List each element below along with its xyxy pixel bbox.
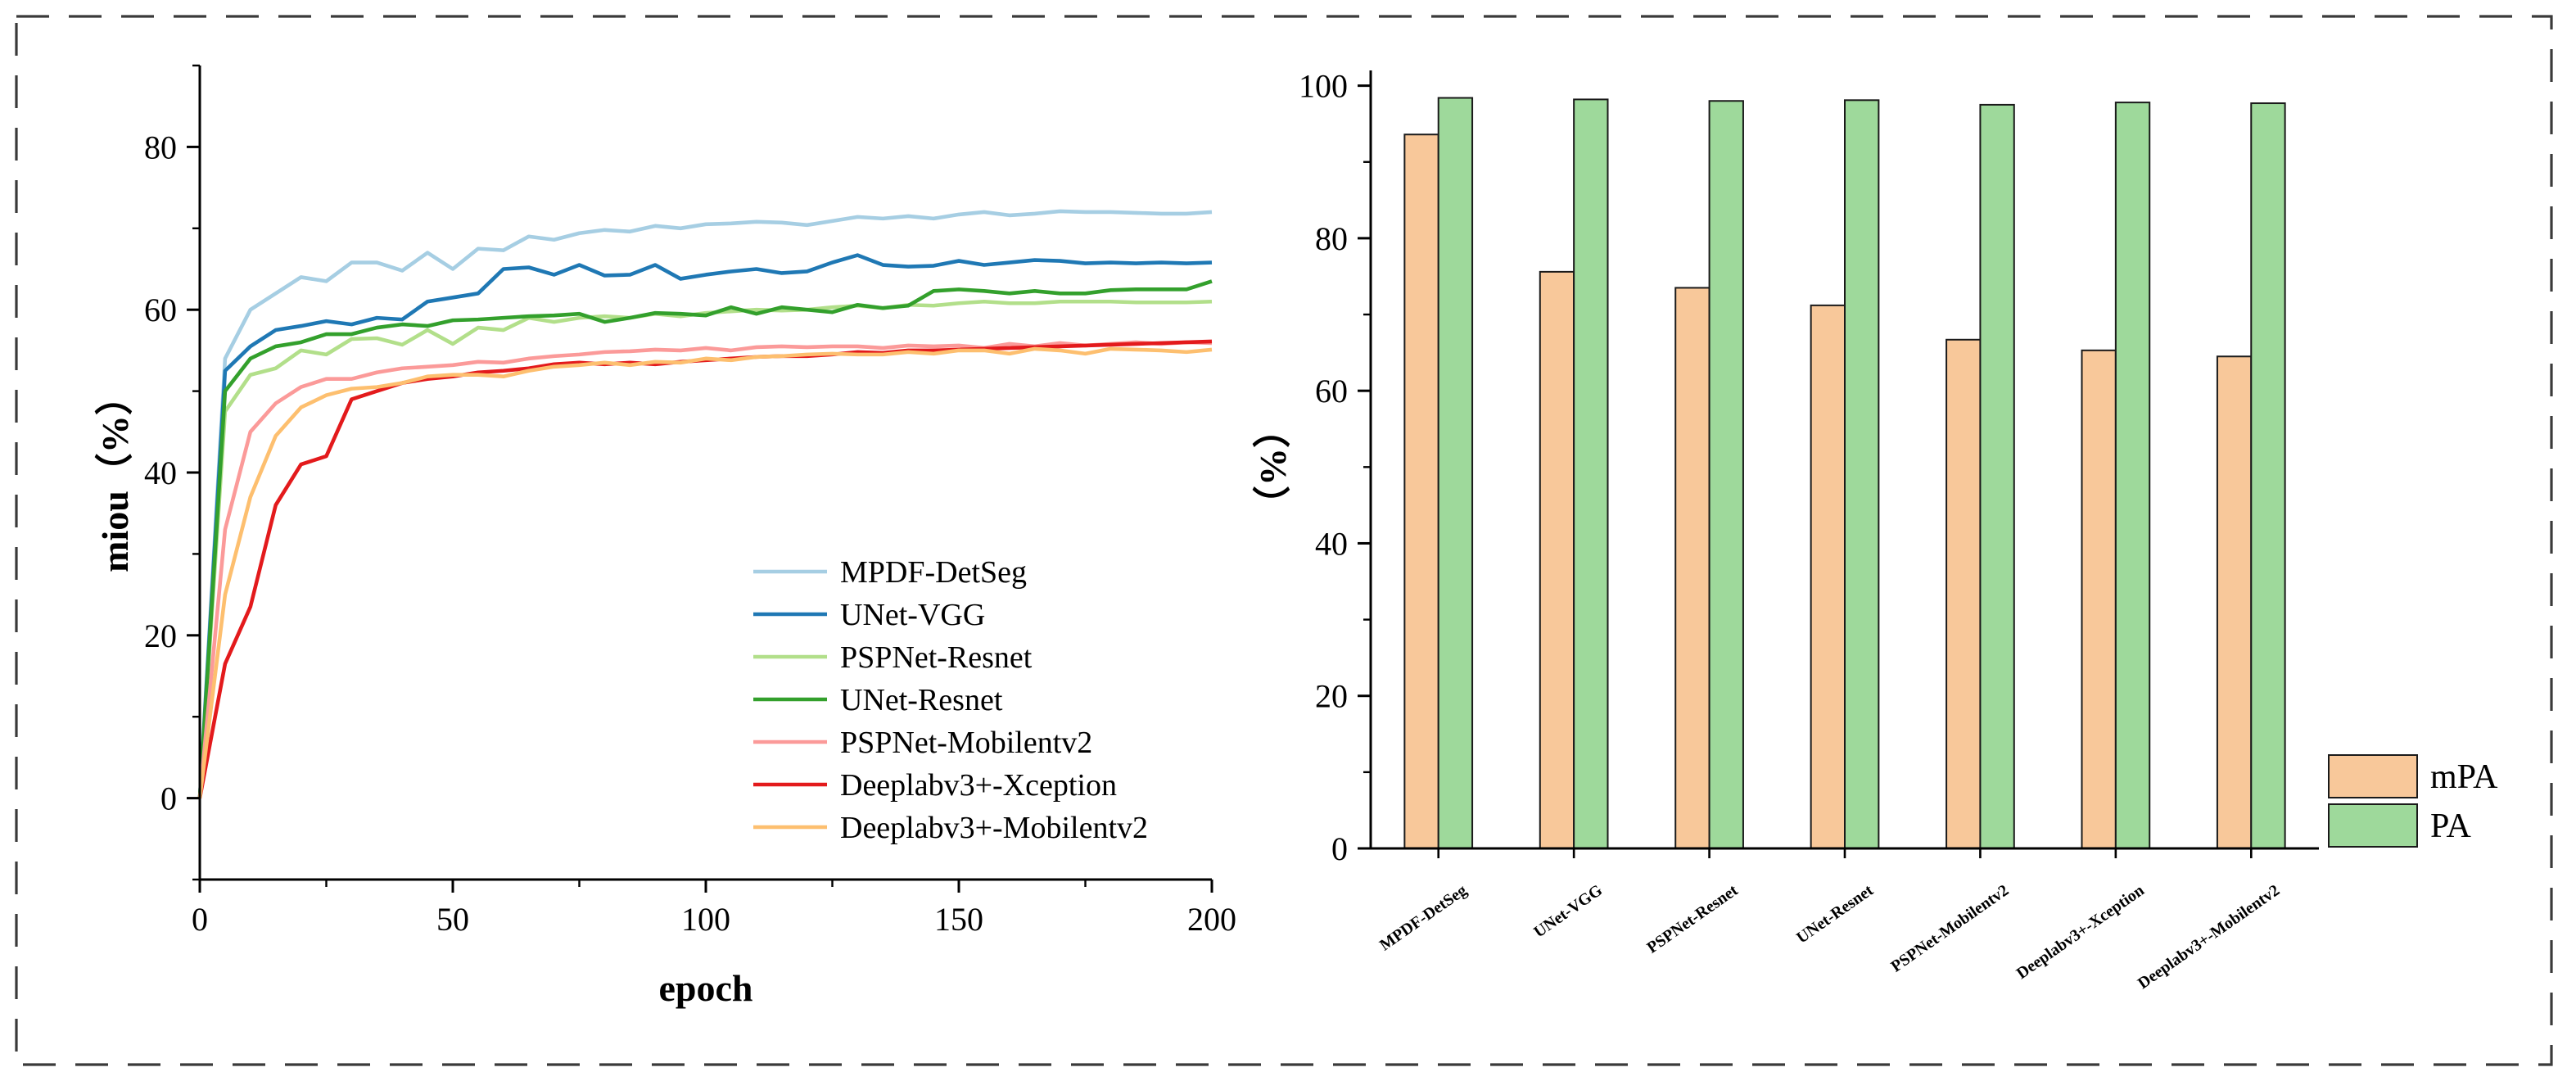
line-series-mpdf-detseg xyxy=(197,209,1213,798)
legend-label-mpa: mPA xyxy=(2430,758,2498,796)
bar-pa-unet-resnet xyxy=(1844,99,1880,849)
bar-mpa-unet-vgg xyxy=(1539,270,1575,849)
category-label-mpdf-detseg: MPDF-DetSeg xyxy=(1376,881,1471,954)
legend-label-mpdf-detseg: MPDF-DetSeg xyxy=(840,555,1027,590)
bar-mpa-pspnet-mobilentv2 xyxy=(1946,338,1982,849)
bar-pa-unet-vgg xyxy=(1573,98,1609,849)
bar-pa-deeplabv3-xception xyxy=(2114,102,2151,850)
y-tick-label: 20 xyxy=(144,617,177,654)
bar-pa-mpdf-detseg xyxy=(1437,97,1474,849)
bar-pa-pspnet-resnet xyxy=(1708,100,1744,849)
y-tick-label: 20 xyxy=(1315,678,1348,715)
miou-line-chart: epoch miou（%） 0 20 40 60 80 0 50 100 150 200 MPDF-… xyxy=(94,64,1236,1009)
dashed-frame xyxy=(15,15,2553,1066)
legend-label-pspnet-mobilentv2: PSPNet-Mobilentv2 xyxy=(840,726,1092,760)
legend-label-deeplabv3-xception: Deeplabv3+-Xception xyxy=(840,768,1117,803)
line-series-deeplabv3-mobilentv2 xyxy=(197,346,1213,798)
legend-label-unet-resnet: UNet-Resnet xyxy=(840,683,1003,717)
y-tick-label: 100 xyxy=(1299,68,1348,105)
category-label-deeplabv3-xception: Deeplabv3+-Xception xyxy=(2013,881,2148,983)
pa-bar-chart: （%） MPDF-DetSeg UNet-VGG PSPNet-Resnet UNet… xyxy=(1252,68,2498,993)
bar-mpa-deeplabv3-mobilentv2 xyxy=(2216,355,2253,849)
legend-label-pspnet-resnet: PSPNet-Resnet xyxy=(840,640,1033,675)
category-label-unet-vgg: UNet-VGG xyxy=(1530,881,1606,942)
bar-mpa-pspnet-resnet xyxy=(1674,287,1711,849)
legend-swatch-pa xyxy=(2328,803,2418,848)
line-series-unet-resnet xyxy=(197,279,1213,798)
x-tick-label: 0 xyxy=(192,901,208,938)
x-axis-title: epoch xyxy=(659,967,753,1009)
legend-label-unet-vgg: UNet-VGG xyxy=(840,598,985,632)
bar-mpa-mpdf-detseg xyxy=(1403,133,1439,850)
y-tick-label: 60 xyxy=(1315,373,1348,409)
category-label-deeplabv3-mobilentv2: Deeplabv3+-Mobilentv2 xyxy=(2135,881,2283,993)
category-label-unet-resnet: UNet-Resnet xyxy=(1793,881,1877,948)
x-tick-label: 200 xyxy=(1187,901,1236,938)
y-tick-label: 80 xyxy=(144,129,177,165)
y-axis-title: miou（%） xyxy=(94,378,136,572)
x-tick-label: 50 xyxy=(436,901,469,938)
x-tick-label: 100 xyxy=(681,901,730,938)
y-tick-label: 0 xyxy=(160,780,177,817)
y-axis-title: （%） xyxy=(1252,410,1294,523)
bar-mpa-unet-resnet xyxy=(1810,304,1846,849)
legend-label-deeplabv3-mobilentv2: Deeplabv3+-Mobilentv2 xyxy=(840,811,1148,845)
y-tick-label: 40 xyxy=(1315,525,1348,562)
category-label-pspnet-mobilentv2: PSPNet-Mobilentv2 xyxy=(1887,881,2012,976)
category-label-pspnet-resnet: PSPNet-Resnet xyxy=(1643,881,1741,957)
legend-swatch-mpa xyxy=(2328,754,2418,798)
bar-pa-deeplabv3-mobilentv2 xyxy=(2250,102,2286,850)
line-series-pspnet-resnet xyxy=(197,299,1213,798)
bar-mpa-deeplabv3-xception xyxy=(2081,349,2117,849)
legend-label-pa: PA xyxy=(2430,807,2472,845)
y-tick-label: 0 xyxy=(1331,830,1348,867)
y-tick-label: 80 xyxy=(1315,220,1348,257)
y-tick-label: 40 xyxy=(144,455,177,491)
bar-pa-pspnet-mobilentv2 xyxy=(1979,103,2015,850)
line-series-unet-vgg xyxy=(197,253,1213,798)
x-tick-label: 150 xyxy=(934,901,983,938)
y-tick-label: 60 xyxy=(144,292,177,328)
